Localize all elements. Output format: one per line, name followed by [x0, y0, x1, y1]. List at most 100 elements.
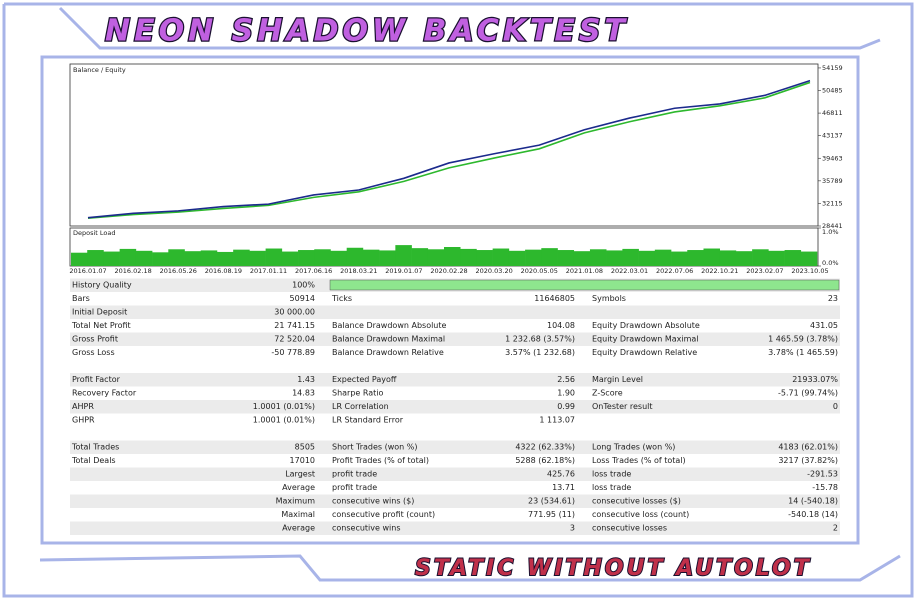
row-value: 1.90: [557, 389, 575, 398]
y-tick-label: 32115: [822, 199, 843, 207]
x-tick-label: 2023.02.07: [746, 267, 783, 275]
row-value: 4322 (62.33%): [515, 443, 575, 452]
legend-entry: Equity: [105, 66, 126, 74]
load-bar: [314, 249, 331, 266]
row-label: AHPR: [72, 402, 94, 411]
row-label: consecutive loss (count): [592, 510, 689, 519]
line-equity: [87, 81, 811, 220]
load-bar: [476, 250, 493, 266]
row-value: -291.53: [807, 470, 838, 479]
row-value: 104.08: [547, 321, 575, 330]
row-value: 23: [828, 294, 838, 303]
row-value: 23 (534.61): [528, 497, 575, 506]
row-value: 1.0001 (0.01%): [253, 416, 315, 425]
row-label: Recovery Factor: [72, 389, 137, 398]
row-label: consecutive profit (count): [332, 510, 435, 519]
row-value: 14.83: [292, 389, 315, 398]
row-label: Equity Drawdown Relative: [592, 348, 697, 357]
row-bg: [70, 467, 840, 481]
load-bar: [265, 248, 283, 266]
row-label: loss trade: [592, 470, 631, 479]
row-caption: Average: [282, 483, 315, 492]
row-label: Gross Loss: [72, 348, 115, 357]
legend-separator: /: [101, 66, 104, 74]
row-caption: Largest: [285, 470, 315, 479]
load-bar: [671, 251, 688, 266]
row-value: 3.78% (1 465.59): [768, 348, 838, 357]
load-bar: [362, 249, 380, 266]
row-label: Long Trades (won %): [592, 443, 675, 452]
row-label: Loss Trades (% of total): [592, 456, 686, 465]
y-tick-label: 54159: [822, 64, 843, 72]
load-bar: [71, 252, 88, 266]
x-tick-label: 2020.02.28: [430, 267, 467, 275]
load-bar: [557, 250, 575, 266]
row-label: consecutive wins: [332, 524, 400, 533]
load-tick-label: 1.0%: [822, 228, 839, 236]
row-label: Initial Deposit: [72, 308, 127, 317]
row-bg: [70, 521, 840, 535]
row-value: -5.71 (99.74%): [778, 389, 838, 398]
load-bar: [460, 248, 477, 266]
x-tick-label: 2023.10.05: [791, 267, 828, 275]
row-value: -50 778.89: [271, 348, 315, 357]
load-bar: [233, 249, 250, 266]
row-label: profit trade: [332, 483, 377, 492]
row-bg: [70, 440, 840, 454]
row-caption: Average: [282, 524, 315, 533]
x-tick-label: 2016.05.26: [160, 267, 197, 275]
row-label: Gross Profit: [72, 335, 118, 344]
load-bar: [87, 250, 104, 266]
row-value: 1.43: [297, 375, 315, 384]
x-tick-label: 2022.10.21: [701, 267, 738, 275]
y-tick-label: 39463: [822, 154, 843, 162]
row-value: 3.57% (1 232.68): [505, 348, 575, 357]
row-value: 21 741.15: [274, 321, 315, 330]
row-label: Profit Factor: [72, 375, 121, 384]
row-label: consecutive wins ($): [332, 497, 414, 506]
row-label: Total Trades: [71, 443, 119, 452]
row-value: 1 465.59 (3.78%): [768, 335, 838, 344]
title: NEON SHADOW BACKTEST: [105, 14, 629, 49]
row-value: -540.18 (14): [788, 510, 838, 519]
row-bg: [70, 494, 840, 508]
x-tick-label: 2018.03.21: [340, 267, 377, 275]
row-label: Equity Drawdown Maximal: [592, 335, 699, 344]
footer-caption: STATIC WITHOUT AUTOLOT: [415, 556, 812, 581]
load-tick-label: 0.0%: [822, 259, 839, 267]
row-label: Balance Drawdown Maximal: [332, 335, 445, 344]
row-label: GHPR: [72, 416, 95, 425]
x-tick-label: 2020.05.05: [521, 267, 558, 275]
y-tick-label: 28441: [822, 222, 843, 230]
load-bar: [346, 247, 364, 266]
row-value: 2: [833, 524, 838, 533]
x-tick-label: 2022.03.01: [611, 267, 648, 275]
row-label: consecutive losses ($): [592, 497, 681, 506]
row-caption: Maximum: [276, 497, 316, 506]
row-value: 72 520.04: [274, 335, 315, 344]
load-bar: [573, 251, 591, 266]
load-bar: [119, 248, 137, 266]
load-bar: [152, 252, 169, 266]
load-bar: [800, 251, 818, 266]
load-bar: [103, 251, 120, 266]
row-label: Symbols: [592, 294, 626, 303]
row-value: 2.56: [557, 375, 575, 384]
row-label: LR Standard Error: [332, 416, 404, 425]
row-label: Margin Level: [592, 375, 643, 384]
load-bar: [606, 250, 623, 266]
row-value: 13.71: [552, 483, 575, 492]
load-bar: [703, 248, 720, 266]
load-bar: [298, 250, 315, 266]
load-bar: [281, 251, 299, 266]
row-value: 771.95 (11): [528, 510, 575, 519]
row-value: 1 113.07: [539, 416, 575, 425]
row-label: Equity Drawdown Absolute: [592, 321, 700, 330]
load-bar: [687, 250, 704, 266]
x-tick-label: 2021.01.08: [566, 267, 603, 275]
row-label: Sharpe Ratio: [332, 389, 384, 398]
load-bar: [719, 250, 737, 266]
load-bar: [768, 250, 785, 266]
